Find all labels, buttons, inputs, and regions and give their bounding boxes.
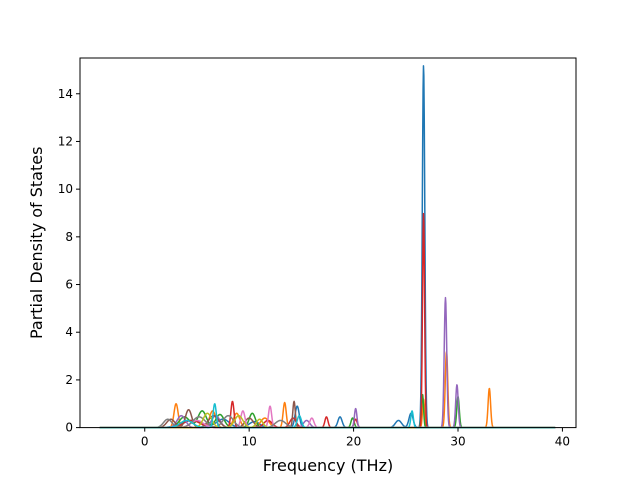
y-axis-label: Partial Density of States [27,147,46,339]
x-axis-label: Frequency (THz) [263,456,393,475]
y-tick-label: 4 [65,325,73,339]
y-tick-label: 2 [65,373,73,387]
y-tick-label: 0 [65,421,73,435]
y-tick-label: 10 [58,182,73,196]
y-tick-label: 8 [65,230,73,244]
series-line-1 [99,65,556,429]
x-tick-label: 0 [141,435,149,449]
series-layer [99,65,556,429]
series-line-4 [99,212,556,429]
x-tick-label: 40 [555,435,570,449]
y-tick-label: 14 [58,87,73,101]
series-line-2 [99,350,556,429]
x-tick-label: 30 [450,435,465,449]
y-tick-label: 12 [58,134,73,148]
y-axis-ticks: 0 2 4 6 8 10 12 14 [58,87,80,435]
y-tick-label: 6 [65,278,73,292]
x-axis-ticks: 0 10 20 30 40 [141,427,570,449]
plot-frame [79,57,577,429]
x-tick-label: 20 [346,435,361,449]
series-line-5 [99,296,556,429]
x-tick-label: 10 [242,435,257,449]
